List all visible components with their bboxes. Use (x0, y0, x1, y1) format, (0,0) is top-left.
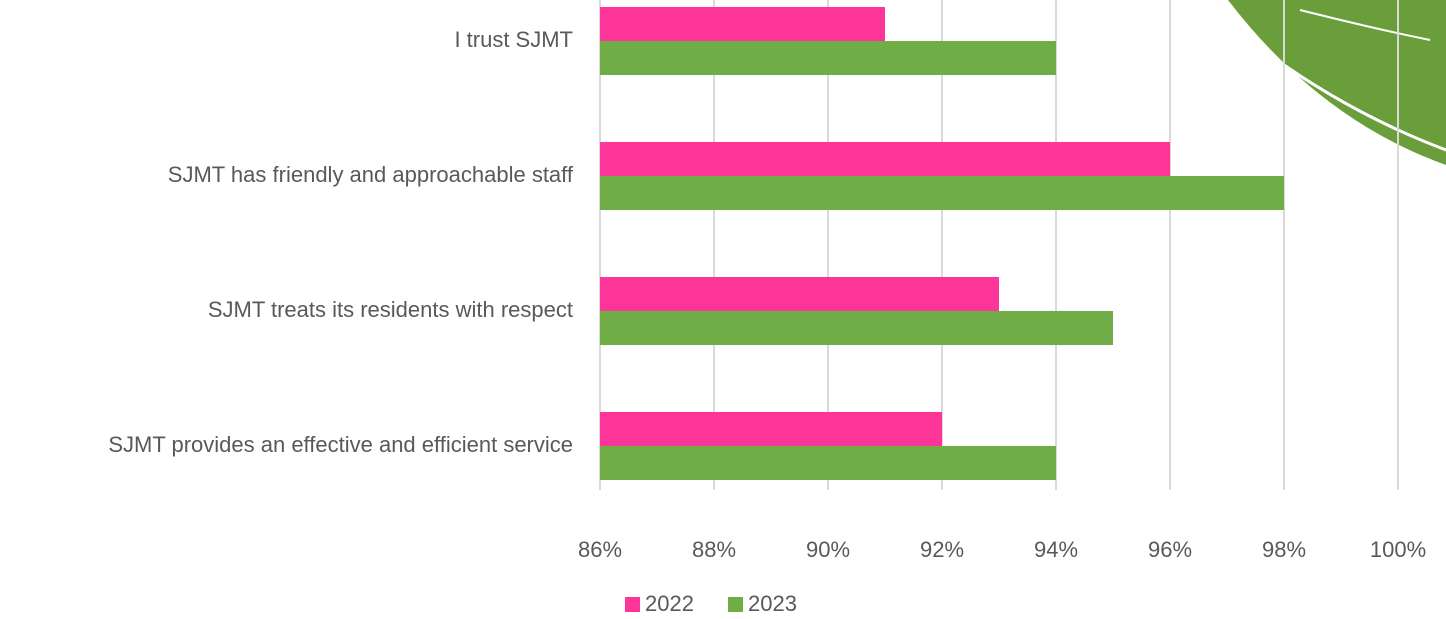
legend-swatch (625, 597, 640, 612)
bar (600, 412, 942, 446)
bar (600, 446, 1056, 480)
y-tick-label: SJMT provides an effective and efficient… (108, 432, 573, 457)
x-tick-label: 92% (920, 537, 964, 562)
x-tick-label: 86% (578, 537, 622, 562)
chart: 86% 88% 90% 92% 94% 96% 98% 100% I trust SJMT SJM… (0, 0, 1446, 619)
x-tick-label: 94% (1034, 537, 1078, 562)
bar (600, 311, 1113, 345)
legend-label: 2022 (645, 591, 694, 616)
bar (600, 41, 1056, 75)
bar (600, 176, 1284, 210)
x-tick-label: 90% (806, 537, 850, 562)
x-tick-label: 98% (1262, 537, 1306, 562)
bar (600, 142, 1170, 176)
decoration (1228, 0, 1446, 165)
legend-label: 2023 (748, 591, 797, 616)
x-tick-label: 100% (1370, 537, 1426, 562)
y-tick-label: SJMT treats its residents with respect (208, 297, 573, 322)
y-tick-label: SJMT has friendly and approachable staff (168, 162, 574, 187)
bar (600, 7, 885, 41)
x-tick-label: 88% (692, 537, 736, 562)
legend-swatch (728, 597, 743, 612)
y-tick-label: I trust SJMT (454, 27, 573, 52)
x-tick-label: 96% (1148, 537, 1192, 562)
bar (600, 277, 999, 311)
